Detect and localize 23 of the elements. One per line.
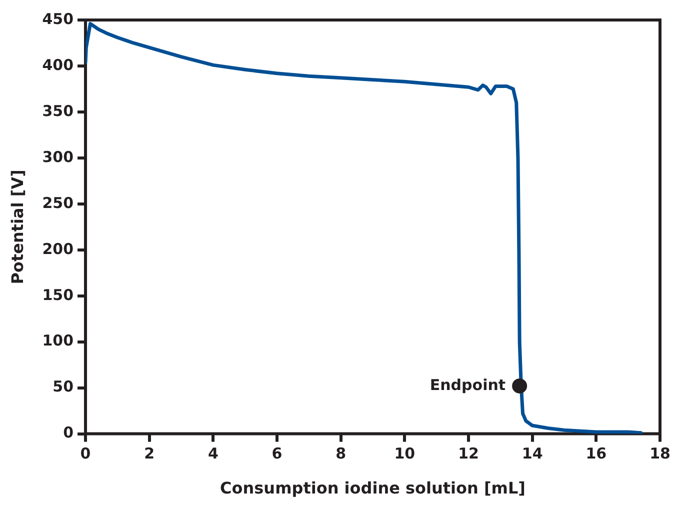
y-tick-label: 250	[42, 194, 74, 212]
x-tick-label: 8	[336, 444, 346, 463]
y-tick-label: 300	[42, 148, 74, 166]
x-axis-title: Consumption iodine solution [mL]	[220, 478, 526, 498]
y-tick-label: 350	[42, 102, 74, 120]
x-tick-label: 4	[208, 444, 218, 463]
y-tick-label: 50	[52, 378, 74, 396]
x-tick-label: 18	[650, 444, 670, 463]
x-tick-label: 10	[394, 444, 416, 463]
annotation: Endpoint	[430, 376, 506, 394]
y-tick-label: 450	[42, 10, 74, 28]
y-tick-label: 400	[42, 56, 74, 74]
x-tick-label: 16	[586, 444, 607, 463]
y-tick-label: 150	[42, 286, 74, 304]
y-tick-label: 0	[63, 424, 74, 442]
x-tick-label: 14	[522, 444, 543, 463]
x-tick-label: 12	[458, 444, 479, 463]
x-tick-label: 0	[80, 444, 91, 463]
y-tick-label: 100	[42, 332, 74, 350]
x-tick-label: 6	[272, 444, 282, 463]
y-axis-title: Potential [V]	[8, 170, 27, 284]
x-tick-label: 2	[144, 444, 155, 463]
y-tick-label: 200	[42, 240, 74, 258]
